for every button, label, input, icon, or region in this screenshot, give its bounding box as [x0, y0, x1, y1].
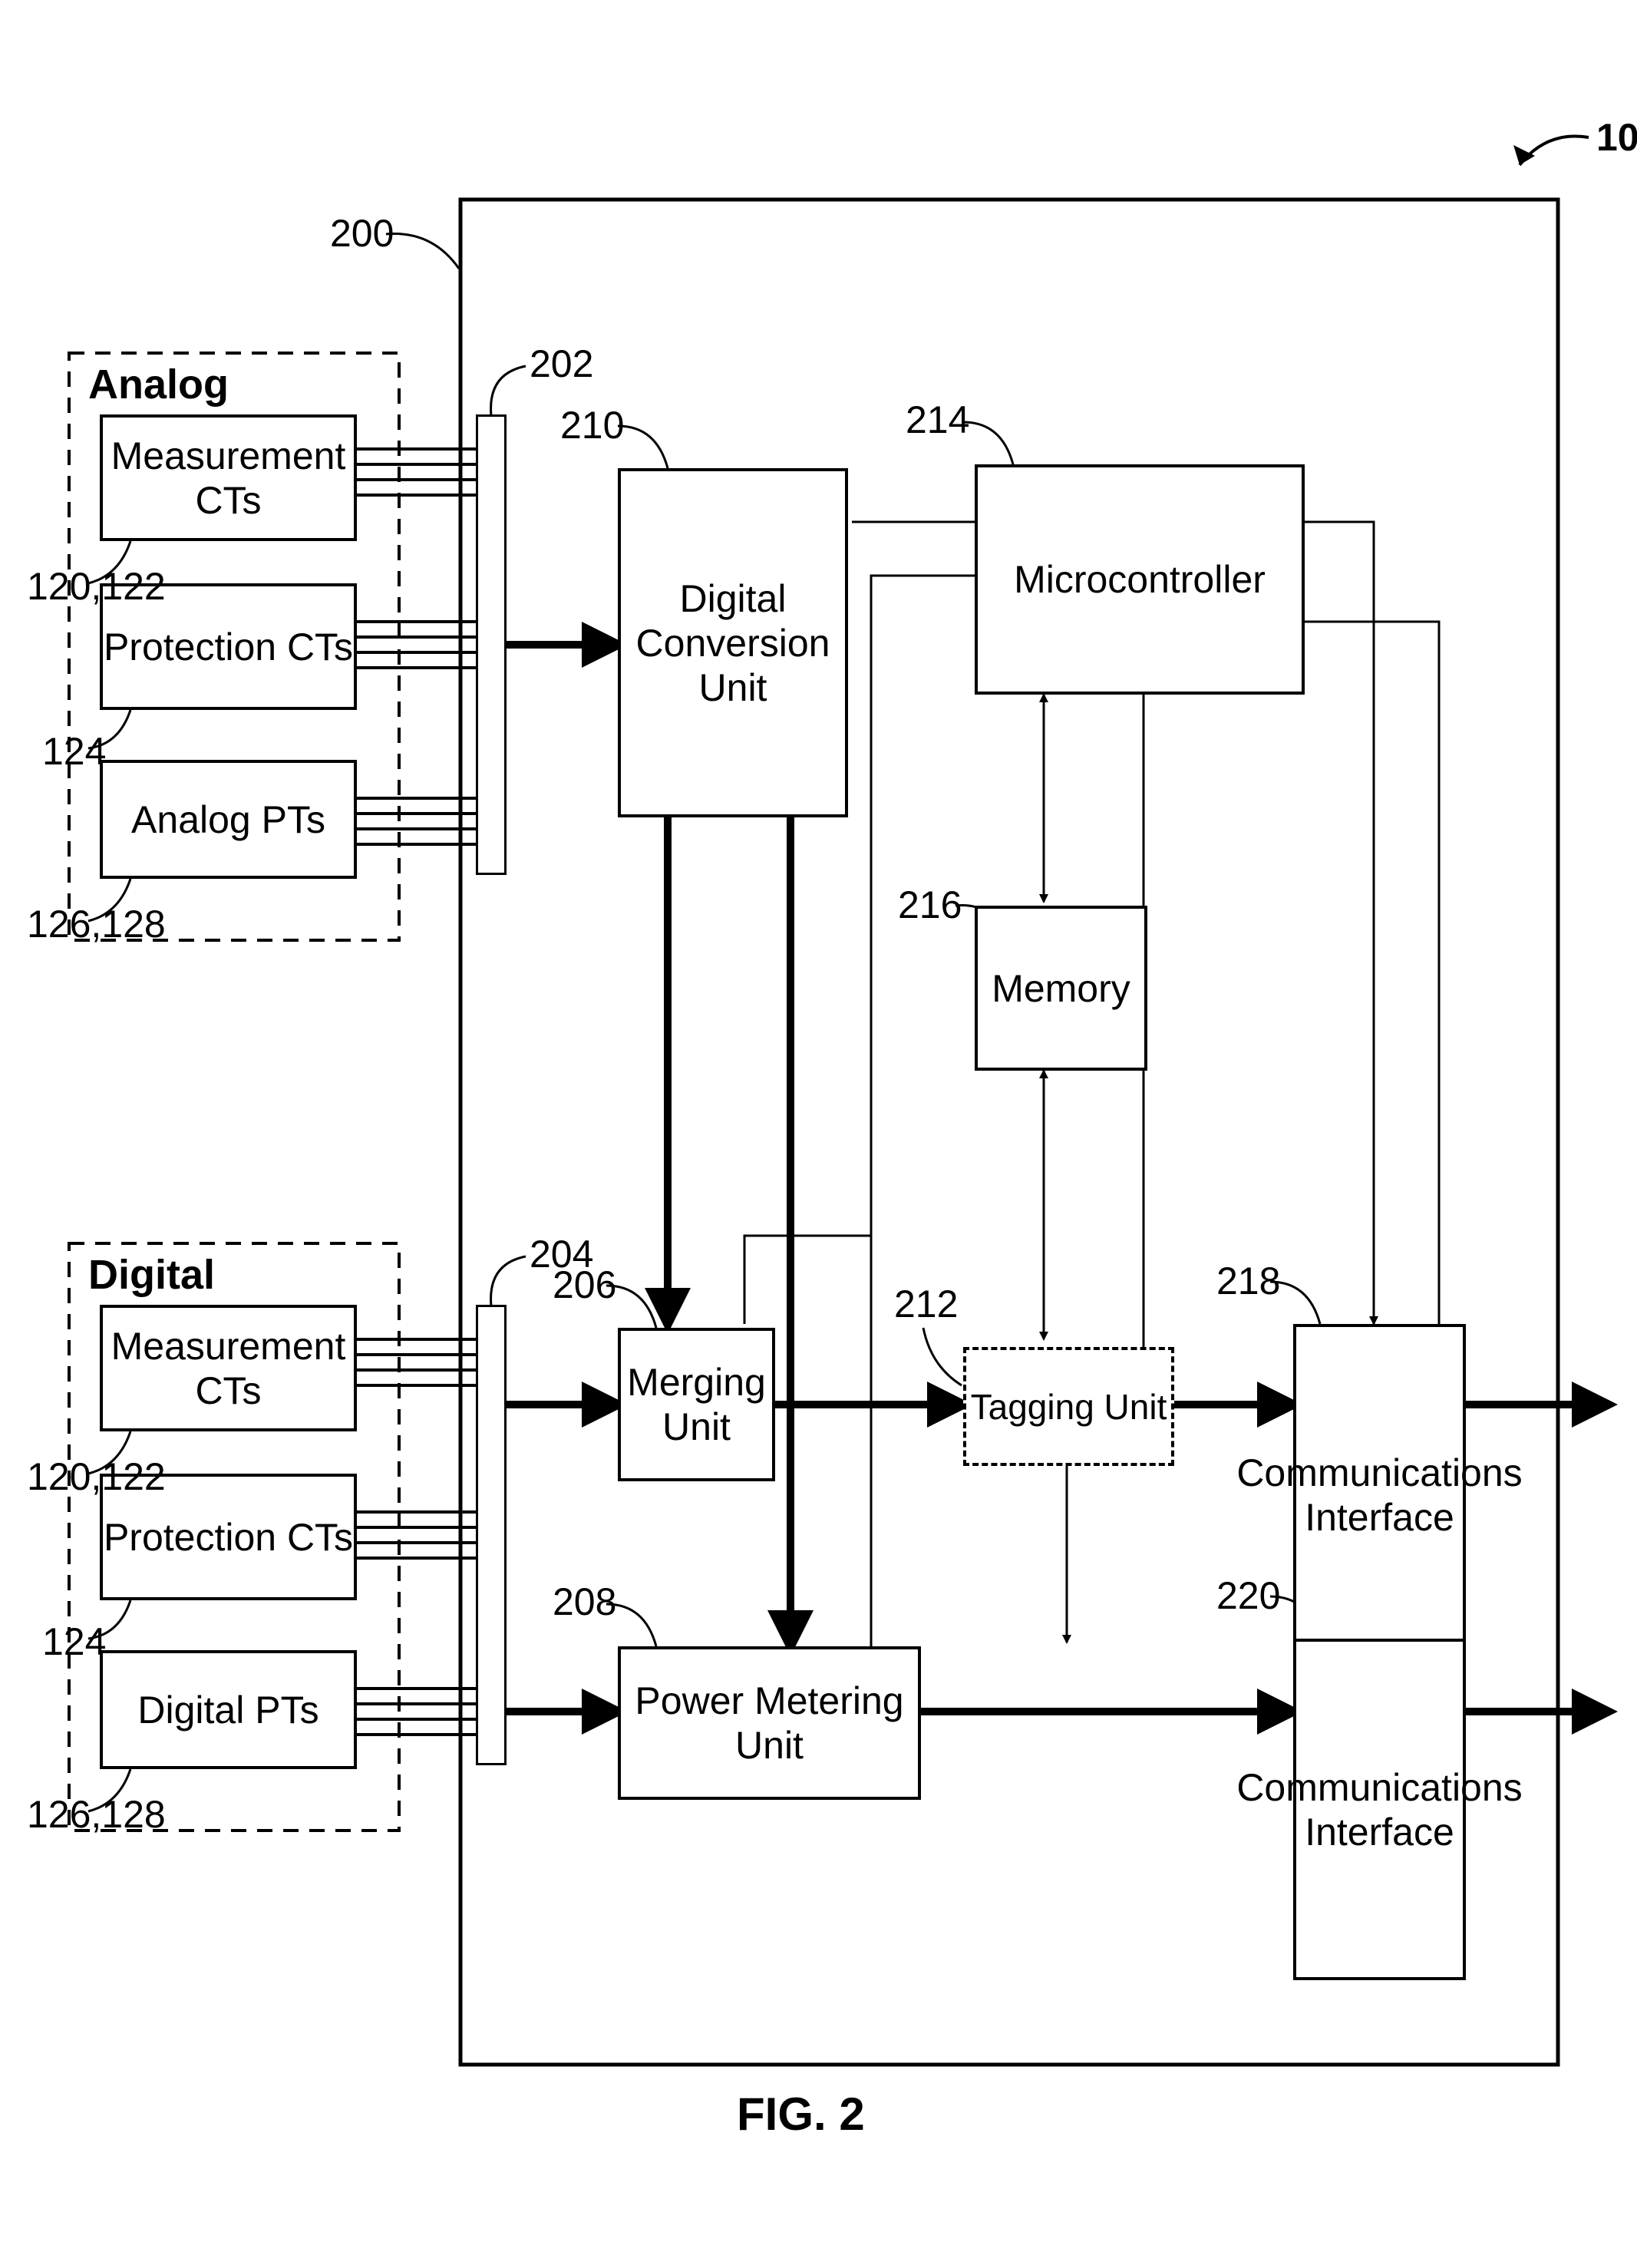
ref-a-protct: 124 — [42, 729, 106, 774]
analog-prot-ct-label: Protection CTs — [104, 625, 353, 669]
digital-meas-ct-label: Measurement CTs — [103, 1324, 354, 1413]
memory-box: Memory — [975, 906, 1147, 1071]
ref-a-measct: 120,122 — [27, 564, 166, 609]
ref-218: 218 — [1216, 1259, 1280, 1303]
digital-prot-ct-label: Protection CTs — [104, 1515, 353, 1560]
dcu-box: Digital Conversion Unit — [618, 468, 848, 817]
analog-meas-ct-label: Measurement CTs — [103, 434, 354, 523]
comm1-label: Communications Interface — [1236, 1451, 1522, 1540]
ref-200: 200 — [330, 211, 394, 256]
analog-heading: Analog — [88, 361, 229, 408]
digital-pts-label: Digital PTs — [137, 1688, 318, 1732]
ref-a-pts: 126,128 — [27, 902, 166, 946]
tagging-label: Tagging Unit — [971, 1386, 1167, 1428]
ref-206: 206 — [553, 1263, 616, 1307]
digital-meas-ct-box: Measurement CTs — [100, 1305, 357, 1431]
analog-pts-label: Analog PTs — [131, 797, 325, 842]
digital-pts-box: Digital PTs — [100, 1650, 357, 1769]
ref-210: 210 — [560, 403, 624, 447]
ref-d-protct: 124 — [42, 1619, 106, 1664]
digital-heading: Digital — [88, 1251, 215, 1299]
comm2-box: Communications Interface — [1293, 1639, 1466, 1980]
comm1-box: Communications Interface — [1293, 1324, 1466, 1666]
figure-label: FIG. 2 — [737, 2088, 865, 2141]
ref-216: 216 — [898, 883, 962, 927]
merging-box: Merging Unit — [618, 1328, 775, 1481]
analog-pts-box: Analog PTs — [100, 760, 357, 879]
ref-d-pts: 126,128 — [27, 1792, 166, 1837]
micro-label: Microcontroller — [1014, 557, 1266, 602]
ref-208: 208 — [553, 1580, 616, 1624]
merging-label: Merging Unit — [621, 1360, 772, 1449]
ref-100: 100 — [1596, 115, 1637, 160]
ref-212: 212 — [894, 1282, 958, 1326]
memory-label: Memory — [992, 966, 1130, 1011]
ref-220: 220 — [1216, 1573, 1280, 1618]
comm2-label: Communications Interface — [1236, 1765, 1522, 1854]
ref-d-measct: 120,122 — [27, 1454, 166, 1499]
micro-box: Microcontroller — [975, 464, 1305, 695]
analog-interface-bar — [476, 414, 507, 875]
pmu-label: Power Metering Unit — [621, 1679, 918, 1768]
tagging-box: Tagging Unit — [963, 1347, 1174, 1466]
dcu-label: Digital Conversion Unit — [621, 576, 845, 710]
analog-meas-ct-box: Measurement CTs — [100, 414, 357, 541]
pmu-box: Power Metering Unit — [618, 1646, 921, 1800]
ref-214: 214 — [906, 398, 969, 442]
ref-202: 202 — [530, 342, 593, 386]
digital-interface-bar — [476, 1305, 507, 1765]
